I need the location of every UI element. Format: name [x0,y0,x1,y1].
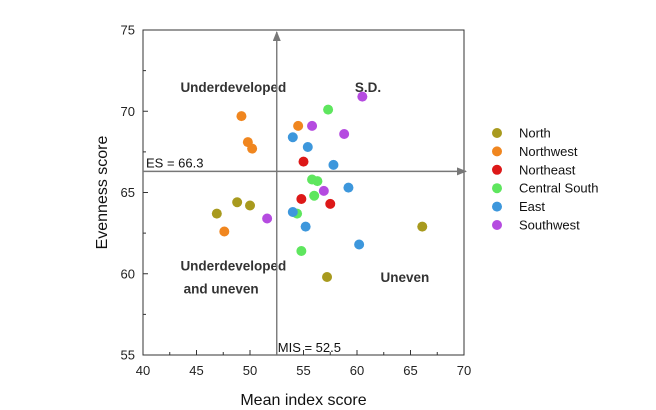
point-east [343,182,354,193]
x-axis-title: Mean index score [240,392,366,409]
point-northwest [219,226,230,237]
point-east [302,142,313,152]
point-central-south [312,176,323,187]
legend-marker-central-south [492,183,502,194]
x-tick-label: 60 [350,363,364,378]
point-southwest [339,129,350,139]
legend-label-northwest: Northwest [519,144,578,159]
y-tick-label: 70 [121,104,135,119]
x-tick-label: 70 [457,363,471,378]
x-tick-label: 55 [296,363,310,378]
point-southwest [307,120,318,131]
point-northwest [293,120,304,131]
point-southwest [318,185,329,196]
point-north [245,200,255,211]
point-northeast [325,198,336,209]
legend-label-northeast: Northeast [519,162,576,177]
y-tick-label: 60 [121,266,135,281]
point-central-south [296,246,307,256]
x-tick-label: 40 [136,363,150,378]
point-north [232,197,243,208]
point-northeast [298,156,309,167]
point-southwest [262,213,273,224]
point-central-south [309,190,320,201]
y-tick-label: 75 [121,23,135,38]
point-southwest [357,91,368,102]
point-north [211,208,222,219]
y-tick-label: 55 [121,348,135,363]
point-northeast [296,194,307,204]
quadrant-label: and uneven [184,281,259,296]
legend-marker-north [492,128,502,138]
point-northwest [247,143,258,154]
point-east [287,207,298,217]
plot-area: 40 45 50 55 60 65 70 55 60 65 70 75 Mean index score… [94,23,471,410]
legend-label-southwest: Southwest [519,218,580,233]
legend-marker-southwest [492,220,502,230]
y-tick-label: 65 [121,185,135,200]
quadrant-label: Underdeveloped [180,259,286,274]
quadrant-label: Uneven [381,270,430,285]
point-east [328,159,339,170]
legend: North Northwest Northeast Central South East… [492,126,599,233]
legend-marker-east [492,201,502,212]
point-central-south [323,104,334,115]
vertical-reference-label: MIS = 52.5 [278,340,341,355]
legend-marker-northwest [492,146,502,157]
point-east [354,239,365,250]
horizontal-reference-label: ES = 66.3 [146,155,203,170]
data-points [211,91,428,282]
x-tick-label: 50 [243,363,257,378]
quadrant-label: S.D. [355,80,381,95]
legend-marker-northeast [492,164,502,175]
point-east [300,221,311,232]
point-northwest [236,111,247,122]
y-axis-title: Evenness score [94,135,111,249]
point-north [417,221,428,232]
quadrant-label: Underdeveloped [180,80,286,95]
reference-lines: ES = 66.3 MIS = 52.5 [143,31,467,355]
legend-label-north: North [519,126,551,141]
point-east [287,132,298,143]
legend-label-central-south: Central South [519,181,599,196]
x-tick-label: 65 [403,363,417,378]
legend-label-east: East [519,199,545,214]
point-north [322,272,333,282]
x-tick-label: 45 [189,363,203,378]
plot-frame [142,29,465,356]
